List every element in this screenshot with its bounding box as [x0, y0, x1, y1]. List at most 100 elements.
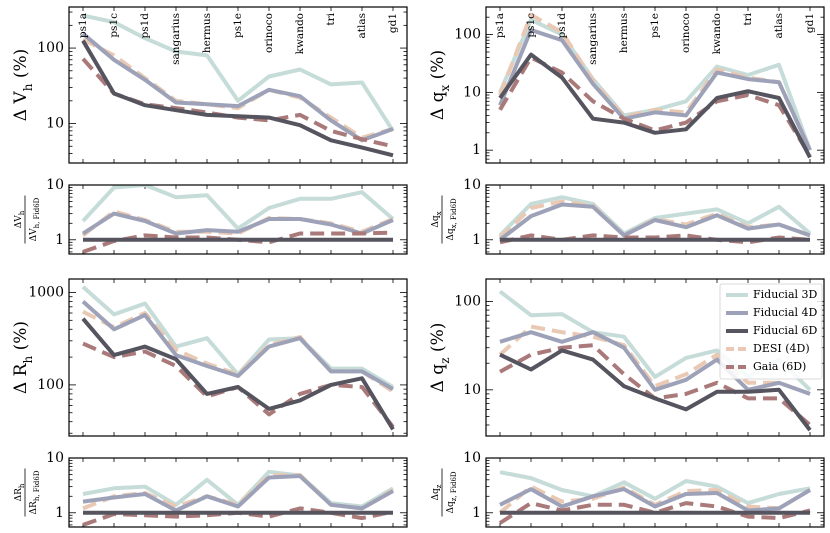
category-label: orinoco: [680, 13, 692, 53]
category-label: tri: [742, 12, 754, 25]
series-group: [81, 285, 395, 431]
plot-frame: [68, 184, 408, 255]
category-label: gd1: [387, 13, 399, 33]
y-tick-label: 1000: [28, 285, 64, 301]
y-tick-label: 10: [46, 116, 64, 132]
series-group: [498, 470, 812, 525]
series-group: [81, 185, 395, 254]
series-group: [82, 469, 395, 527]
series-line-fiducial-6d: [498, 52, 812, 159]
category-label: ps1c: [108, 13, 120, 38]
series-group: [81, 13, 395, 158]
series-line-fiducial-4d: [81, 32, 394, 143]
category-label: atlas: [773, 13, 785, 39]
svg-text:Δqx: Δqx: [431, 211, 444, 227]
plot-frame: [485, 278, 825, 437]
plot-frame: [68, 278, 408, 437]
y-tick-label: 100: [37, 377, 64, 393]
series-line-fiducial-4d: [82, 474, 394, 513]
plot-frame: [485, 457, 825, 528]
legend-label-desi-4d: DESI (4D): [753, 342, 810, 355]
category-label: ps1a: [77, 13, 89, 38]
y-axis-label: Δ Vh (%): [11, 49, 35, 122]
category-label: ps1e: [232, 13, 244, 38]
series-line-fiducial-3d: [498, 17, 812, 151]
category-label: hermus: [618, 13, 630, 53]
svg-text:ΔRh, Fid6D: ΔRh, Fid6D: [29, 470, 42, 514]
series-line-fiducial-4d: [81, 211, 394, 236]
y-axis-label: Δ qz (%): [428, 323, 452, 393]
category-label: gd1: [804, 13, 816, 33]
series-line-fiducial-6d: [81, 39, 394, 158]
plot-frame: [485, 6, 825, 164]
y-tick-label: 1: [55, 232, 64, 248]
y-tick-label: 1: [472, 505, 481, 521]
category-label: orinoco: [263, 13, 275, 53]
series-line-fiducial-3d: [81, 185, 395, 231]
category-label: ps1d: [139, 13, 151, 39]
series-group: [498, 12, 812, 159]
y-tick-label: 1: [55, 505, 64, 521]
series-group: [498, 195, 812, 245]
series-line-fiducial-3d: [499, 470, 811, 506]
svg-text:ΔVh: ΔVh: [14, 210, 27, 228]
y-tick-label: 100: [454, 294, 481, 310]
plot-frame: [68, 457, 408, 528]
category-label: ps1e: [649, 13, 661, 38]
plot-frame: [68, 6, 408, 164]
series-line-fiducial-4d: [499, 330, 811, 396]
category-label: ps1c: [525, 13, 537, 38]
series-line-fiducial-4d: [498, 202, 811, 242]
series-line-gaia-6d: [498, 55, 812, 157]
category-label: kwando: [711, 13, 723, 54]
series-line-fiducial-3d: [498, 195, 812, 237]
category-label: kwando: [294, 13, 306, 54]
category-label: sangarius: [170, 13, 182, 65]
series-line-fiducial-4d: [498, 28, 812, 152]
y-tick-label: 10: [463, 450, 481, 466]
y-tick-label: 10: [46, 450, 64, 466]
y-tick-label: 10: [463, 84, 481, 100]
y-tick-label: 100: [454, 27, 481, 43]
series-line-desi-4d: [82, 37, 394, 140]
category-label: ps1d: [556, 13, 568, 39]
legend-label-fiducial-3d: Fiducial 3D: [753, 288, 818, 301]
y-tick-label: 10: [463, 382, 481, 398]
series-line-fiducial-4d: [499, 487, 812, 513]
y-tick-label: 1: [472, 232, 481, 248]
series-line-desi-4d: [498, 199, 811, 239]
svg-text:Δqz, Fid6D: Δqz, Fid6D: [446, 471, 459, 513]
category-label: atlas: [356, 13, 368, 39]
panel-rh-main: 100 1000 Δ Rh (%): [11, 278, 408, 437]
category-label: hermus: [201, 13, 213, 53]
svg-text:Δqx, Fid6D: Δqx, Fid6D: [446, 198, 459, 241]
series-line-fiducial-3d: [82, 13, 395, 132]
series-line-gaia-6d: [82, 230, 394, 254]
svg-text:ΔVh, Fid6D: ΔVh, Fid6D: [29, 197, 42, 241]
svg-text:ΔRh: ΔRh: [14, 483, 27, 501]
series-line-fiducial-4d: [81, 300, 394, 391]
legend-label-gaia-6d: Gaia (6D): [753, 360, 806, 373]
y-tick-label: 10: [463, 177, 481, 193]
y-axis-label: Δ qx (%): [428, 50, 452, 120]
legend-label-fiducial-4d: Fiducial 4D: [753, 306, 818, 319]
legend: Fiducial 3D Fiducial 4D Fiducial 6D DESI (4…: [719, 283, 823, 380]
category-label: ps1a: [494, 13, 506, 38]
category-label: tri: [325, 12, 337, 25]
svg-text:Δqz: Δqz: [431, 484, 444, 500]
y-tick-label: 10: [46, 177, 64, 193]
series-line-fiducial-6d: [81, 317, 395, 431]
legend-label-fiducial-6d: Fiducial 6D: [753, 324, 818, 337]
category-label: sangarius: [587, 13, 599, 65]
panel-qx-main: 1 10 100 ps1a ps1c ps1d sangarius hermus ps1e ori…: [428, 6, 825, 164]
y-tick-label: 1: [472, 142, 481, 158]
